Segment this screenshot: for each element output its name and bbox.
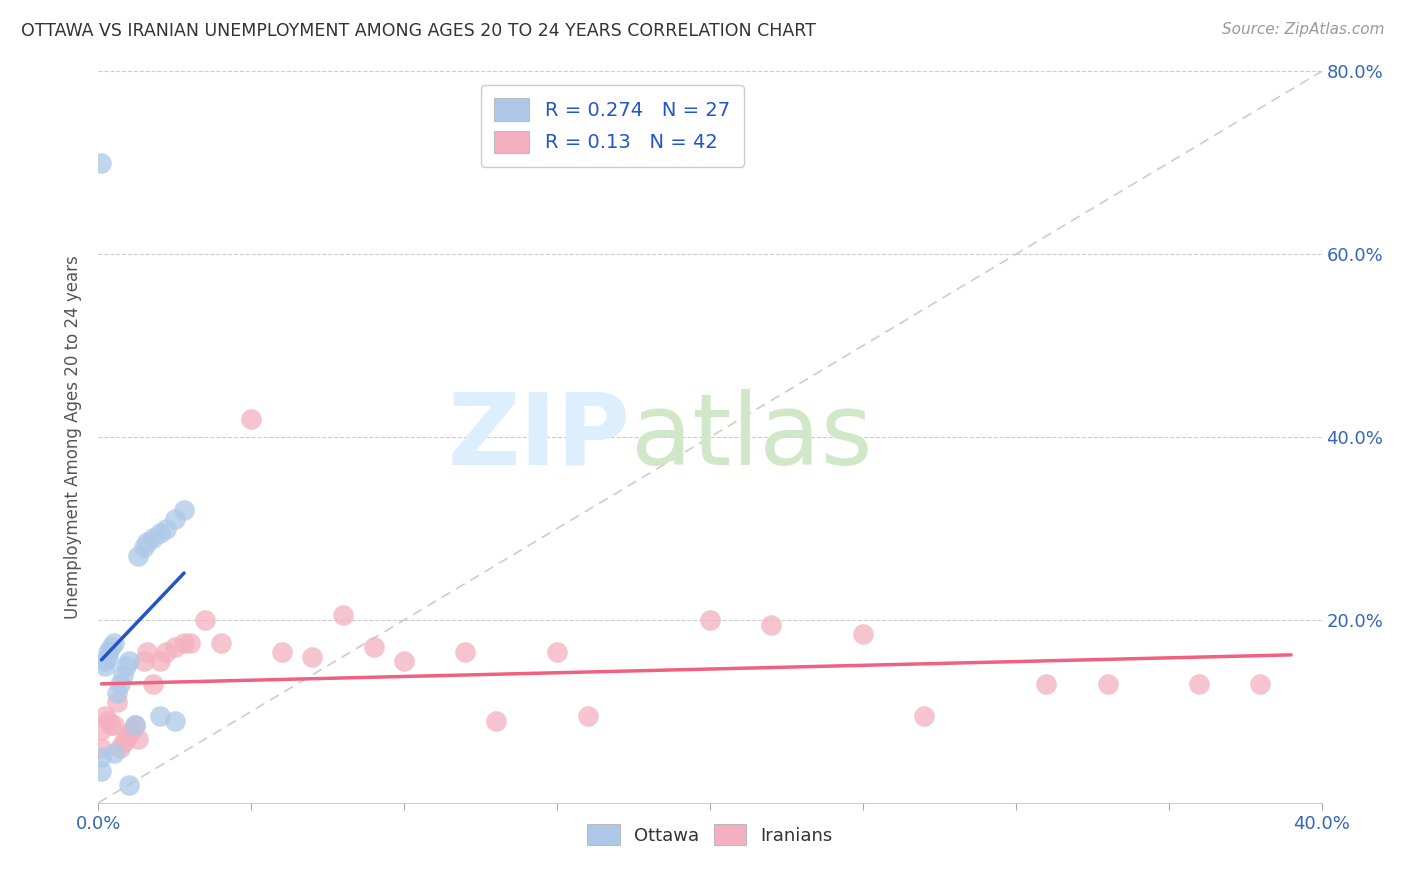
Text: OTTAWA VS IRANIAN UNEMPLOYMENT AMONG AGES 20 TO 24 YEARS CORRELATION CHART: OTTAWA VS IRANIAN UNEMPLOYMENT AMONG AGE…	[21, 22, 815, 40]
Point	[1097, 677, 1119, 691]
Point	[301, 649, 323, 664]
Point	[163, 512, 186, 526]
Point	[105, 686, 128, 700]
Point	[454, 645, 477, 659]
Point	[97, 714, 120, 728]
Legend: Ottawa, Iranians: Ottawa, Iranians	[579, 817, 841, 852]
Point	[136, 645, 159, 659]
Point	[127, 549, 149, 563]
Point	[576, 709, 599, 723]
Point	[134, 654, 156, 668]
Point	[1035, 677, 1057, 691]
Point	[852, 626, 875, 640]
Point	[142, 677, 165, 691]
Point	[118, 654, 141, 668]
Point	[134, 540, 156, 554]
Point	[194, 613, 217, 627]
Point	[759, 617, 782, 632]
Point	[1249, 677, 1271, 691]
Point	[118, 778, 141, 792]
Point	[108, 677, 131, 691]
Point	[209, 636, 232, 650]
Point	[111, 736, 134, 750]
Point	[699, 613, 721, 627]
Point	[149, 526, 172, 541]
Point	[142, 531, 165, 545]
Point	[173, 503, 195, 517]
Point	[485, 714, 508, 728]
Point	[90, 156, 112, 170]
Point	[97, 645, 120, 659]
Point	[100, 718, 122, 732]
Point	[121, 723, 143, 737]
Point	[173, 636, 195, 650]
Point	[90, 740, 112, 755]
Point	[115, 731, 138, 746]
Point	[332, 608, 354, 623]
Text: ZIP: ZIP	[447, 389, 630, 485]
Point	[105, 695, 128, 709]
Point	[240, 412, 263, 426]
Point	[103, 746, 125, 760]
Text: Source: ZipAtlas.com: Source: ZipAtlas.com	[1222, 22, 1385, 37]
Point	[127, 731, 149, 746]
Point	[124, 718, 146, 732]
Point	[100, 640, 122, 655]
Point	[155, 645, 177, 659]
Point	[363, 640, 385, 655]
Point	[392, 654, 416, 668]
Point	[149, 654, 172, 668]
Point	[179, 636, 201, 650]
Point	[103, 718, 125, 732]
Point	[118, 727, 141, 741]
Point	[149, 709, 172, 723]
Point	[108, 740, 131, 755]
Point	[136, 535, 159, 549]
Point	[97, 649, 120, 664]
Point	[103, 636, 125, 650]
Point	[124, 718, 146, 732]
Point	[93, 658, 115, 673]
Point	[270, 645, 292, 659]
Point	[163, 714, 186, 728]
Point	[93, 654, 115, 668]
Point	[155, 521, 177, 535]
Point	[111, 667, 134, 681]
Text: atlas: atlas	[630, 389, 872, 485]
Point	[163, 640, 186, 655]
Point	[1188, 677, 1211, 691]
Point	[912, 709, 935, 723]
Point	[546, 645, 568, 659]
Point	[90, 750, 112, 764]
Y-axis label: Unemployment Among Ages 20 to 24 years: Unemployment Among Ages 20 to 24 years	[65, 255, 83, 619]
Point	[115, 658, 138, 673]
Point	[90, 723, 112, 737]
Point	[93, 709, 115, 723]
Point	[90, 764, 112, 778]
